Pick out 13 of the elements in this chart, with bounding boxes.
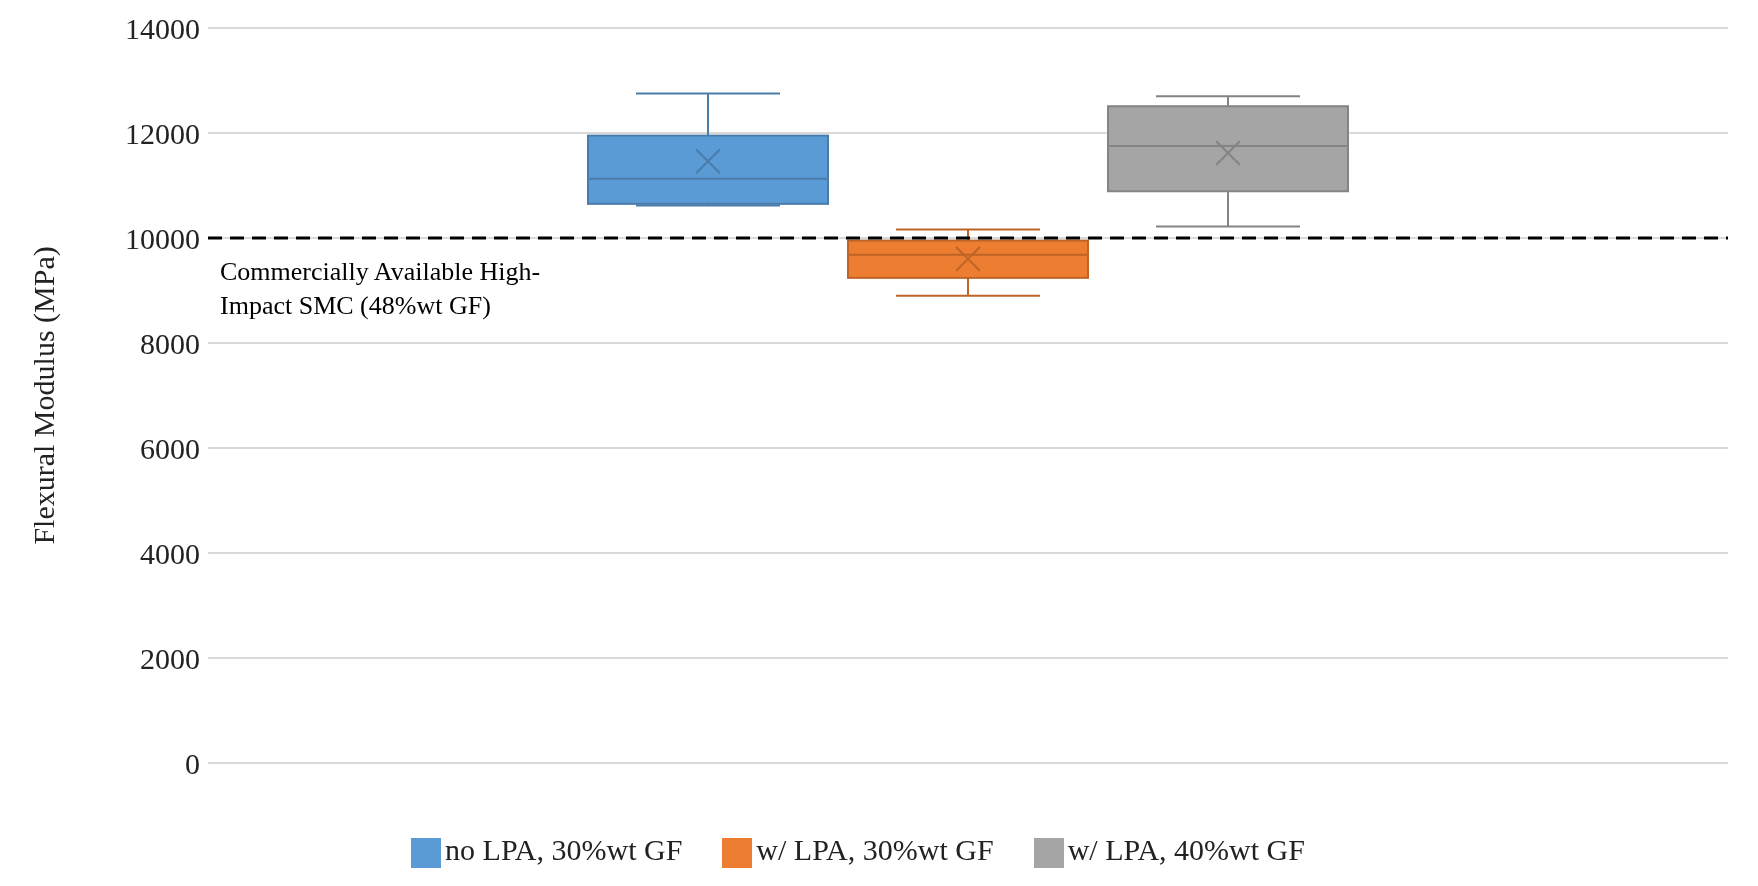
legend-label: no LPA, 30%wt GF <box>445 832 683 866</box>
legend-label: w/ LPA, 40%wt GF <box>1067 832 1305 866</box>
y-axis-title: Flexural Modulus (MPa) <box>26 246 61 545</box>
y-tick-label: 10000 <box>125 221 200 255</box>
y-tick-label: 0 <box>185 746 200 780</box>
y-tick-label: 6000 <box>140 431 200 465</box>
y-tick-label: 12000 <box>125 116 200 150</box>
y-tick-label: 4000 <box>140 536 200 570</box>
legend-label: w/ LPA, 30%wt GF <box>756 832 994 866</box>
y-tick-label: 2000 <box>140 641 200 675</box>
y-tick-label: 8000 <box>140 326 200 360</box>
ref-line-label: Commercially Available High-Impact SMC (48%wt GF) <box>220 256 541 320</box>
y-tick-label: 14000 <box>125 11 200 45</box>
